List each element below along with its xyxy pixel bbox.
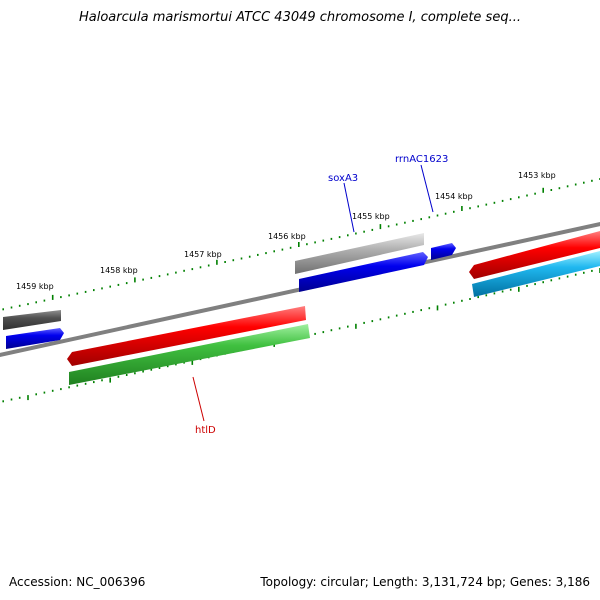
accession-text: Accession: NC_006396 [9, 575, 146, 589]
gene-label-soxA3[interactable]: soxA3 [328, 173, 358, 184]
feature-red-htlD[interactable] [67, 306, 306, 366]
ruler-label-1457: 1457 kbp [184, 250, 222, 259]
ruler-label-1455: 1455 kbp [352, 212, 390, 221]
ruler-label-1459: 1459 kbp [16, 282, 54, 291]
ruler-label-1454: 1454 kbp [435, 192, 473, 201]
forward-features[interactable] [3, 233, 456, 349]
gene-label-rrnAC1623[interactable]: rrnAC1623 [395, 154, 448, 165]
feature-gray-soxA3[interactable] [295, 233, 424, 274]
leader-rrnAC1623 [420, 164, 434, 213]
map-title: Haloarcula marismortui ATCC 43049 chromo… [79, 10, 521, 25]
feature-blue-main[interactable] [299, 252, 428, 292]
feature-red-right[interactable] [469, 231, 600, 279]
leader-soxA3 [343, 182, 355, 233]
leader-htlD [192, 376, 205, 422]
outer-tick-ring [2, 178, 600, 311]
feature-green[interactable] [69, 324, 310, 385]
feature-darkgray-left[interactable] [3, 310, 61, 330]
ruler-labels: 1453 kbp 1454 kbp 1455 kbp 1456 kbp 1457… [16, 171, 556, 291]
reverse-features[interactable] [67, 231, 600, 385]
feature-blue-rrnAC1623[interactable] [431, 243, 456, 260]
ruler-label-1456: 1456 kbp [268, 232, 306, 241]
feature-cyan-right[interactable] [472, 251, 600, 297]
gene-label-htlD[interactable]: htlD [195, 425, 216, 436]
feature-blue-left[interactable] [6, 328, 64, 349]
topology-summary: Topology: circular; Length: 3,131,724 bp… [260, 575, 590, 589]
ruler-label-1458: 1458 kbp [100, 266, 138, 275]
ruler-label-1453: 1453 kbp [518, 171, 556, 180]
